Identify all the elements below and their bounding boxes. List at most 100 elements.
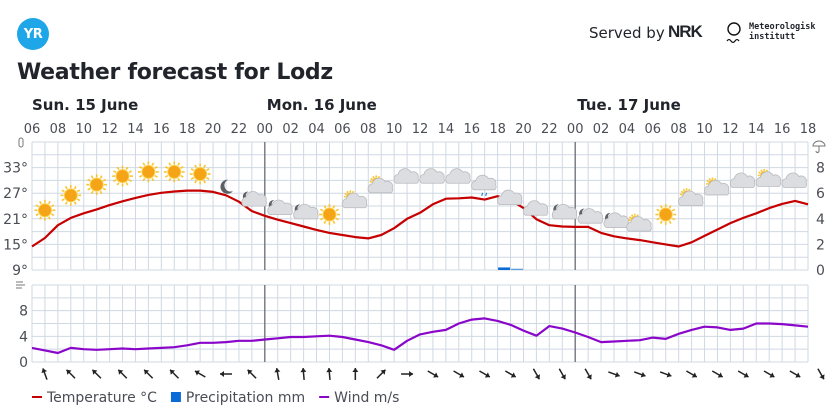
sun-cloud-icon — [755, 168, 782, 187]
sun-icon — [86, 174, 108, 196]
hour-tick: 12 — [722, 122, 739, 137]
wind-arrow-icon — [117, 369, 128, 379]
legend-label: Wind m/s — [334, 390, 399, 406]
wind-arrow-icon — [401, 371, 414, 377]
wind-tick: 0 — [19, 355, 28, 371]
precipitation-tick: 6 — [816, 186, 825, 202]
hour-tick: 22 — [541, 122, 558, 137]
hour-tick: 16 — [153, 122, 170, 137]
wind-arrow-icon — [532, 368, 541, 380]
precipitation-tick: 2 — [816, 237, 825, 253]
cloud-icon — [497, 189, 523, 206]
hour-tick: 22 — [231, 122, 248, 137]
hour-tick: 16 — [774, 122, 791, 137]
day-label: Sun. 15 June — [32, 96, 138, 114]
cloud-icon — [522, 200, 549, 216]
sun-icon — [319, 204, 340, 225]
temperature-tick: 33° — [3, 161, 28, 177]
umbrella-icon — [812, 140, 826, 153]
wind-tick: 8 — [19, 304, 28, 320]
temperature-grid — [31, 141, 809, 271]
legend-label: Temperature °C — [46, 390, 157, 406]
cloud-icon — [445, 168, 471, 184]
hour-tick: 12 — [101, 122, 118, 137]
wind-arrow-icon — [352, 368, 359, 380]
wind-arrow-icon — [194, 370, 206, 378]
moon-cloud-icon — [293, 203, 319, 220]
sun-icon — [137, 161, 159, 183]
moon-cloud-icon — [267, 199, 293, 216]
wind-arrow-icon — [220, 371, 232, 377]
wind-arrow-icon — [143, 369, 154, 379]
hour-tick: 10 — [75, 122, 92, 137]
wind-arrow-icon — [300, 367, 307, 381]
wind-arrow-icon — [659, 371, 672, 378]
wind-arrow-icon — [427, 370, 439, 378]
hour-tick: 16 — [463, 122, 480, 137]
moon-icon — [220, 179, 233, 194]
legend-item: Temperature °C — [32, 390, 157, 406]
yr-logo: YR — [17, 18, 49, 50]
hour-tick: 10 — [386, 122, 403, 137]
hour-tick: 08 — [50, 122, 67, 137]
hour-tick: 14 — [438, 122, 455, 137]
sun-icon — [112, 165, 133, 187]
hour-tick: 12 — [412, 122, 429, 137]
wind-arrow-icon — [479, 370, 491, 378]
met-institute-logo: Meteorologisk institutt — [749, 22, 816, 42]
met-line1: Meteorologisk — [749, 22, 816, 32]
wind-arrow-icon — [633, 371, 646, 378]
day-label: Mon. 16 June — [267, 96, 377, 114]
sun-cloud-icon — [703, 177, 730, 196]
precipitation-bar — [511, 268, 523, 270]
served-by-label: Served by — [589, 24, 665, 42]
precipitation-tick: 4 — [816, 212, 825, 228]
hour-tick: 02 — [282, 122, 299, 137]
wind-arrow-icon — [558, 368, 566, 380]
wind-arrow-icon — [789, 370, 801, 378]
cloud-icon — [781, 172, 807, 188]
hour-tick: 06 — [645, 122, 662, 137]
sun-cloud-icon — [341, 190, 368, 209]
wind-grid — [31, 284, 809, 363]
temperature-tick: 21° — [3, 212, 28, 228]
wind-arrow-icon — [247, 369, 257, 379]
hour-tick: 00 — [567, 122, 584, 137]
cloud-icon — [729, 172, 756, 188]
hour-tick: 14 — [748, 122, 765, 137]
wind-arrow-icon — [504, 370, 517, 378]
precipitation-tick: 8 — [816, 161, 825, 177]
thermometer-icon — [18, 137, 24, 148]
sun-icon — [163, 161, 185, 183]
wind-arrow-icon — [763, 370, 775, 378]
wind-icon — [16, 281, 25, 289]
sun-cloud-icon — [678, 188, 704, 207]
sun-icon — [34, 199, 56, 221]
hour-tick: 10 — [696, 122, 713, 137]
legend-item: Precipitation mm — [170, 390, 305, 406]
wind-arrow-icon — [608, 371, 620, 378]
wind-arrow-icon — [453, 370, 465, 378]
wind-arrow-icon — [584, 368, 592, 380]
hour-tick: 18 — [800, 122, 817, 137]
met-institute-icon — [726, 22, 741, 44]
wind-arrow-icon — [686, 370, 698, 378]
legend-label: Precipitation mm — [186, 390, 305, 406]
precipitation-tick: 0 — [816, 263, 825, 279]
hour-tick: 20 — [515, 122, 532, 137]
wind-arrow-icon — [91, 369, 102, 379]
wind-tick: 4 — [19, 329, 28, 345]
hour-tick: 00 — [257, 122, 274, 137]
hour-tick: 08 — [670, 122, 687, 137]
nrk-logo: NRK — [668, 22, 703, 41]
sun-cloud-icon — [626, 213, 652, 232]
cloud-rain-icon — [471, 174, 497, 196]
legend-swatch — [170, 392, 181, 402]
legend: Temperature °C Precipitation mm Wind m/s — [32, 390, 399, 406]
wind-line — [31, 317, 809, 355]
moon-cloud-icon — [603, 212, 629, 228]
sun-icon — [655, 204, 677, 225]
wind-arrow-icon — [274, 367, 281, 381]
moon-cloud-icon — [551, 203, 578, 220]
